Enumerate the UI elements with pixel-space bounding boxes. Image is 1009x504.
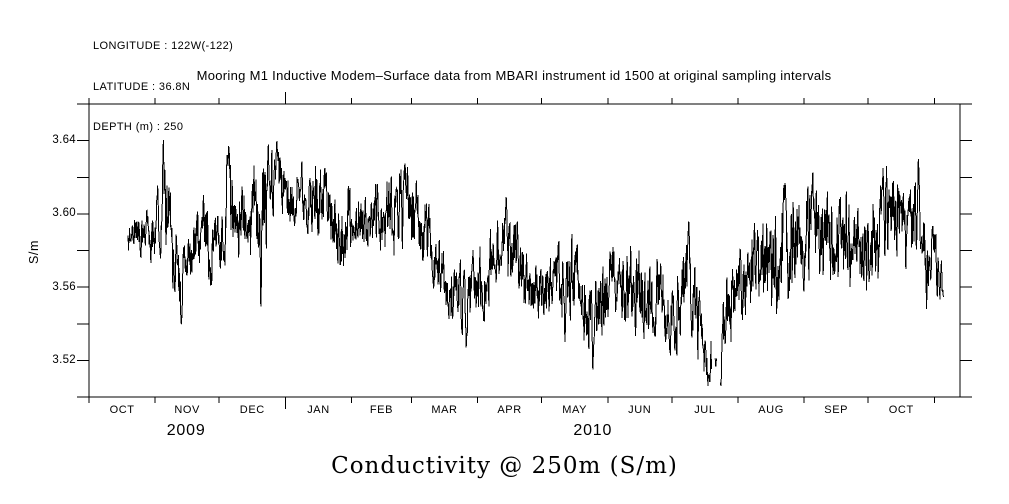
x-tick-label: JUL bbox=[694, 404, 716, 416]
conductivity-line-segment bbox=[714, 358, 717, 367]
x-tick-label: OCT bbox=[109, 404, 135, 416]
x-tick-label: MAR bbox=[431, 404, 458, 416]
latitude-label: LATITUDE : 36.8N bbox=[93, 80, 191, 93]
x-tick-label: JUN bbox=[628, 404, 652, 416]
x-tick-label: AUG bbox=[758, 404, 784, 416]
x-tick-label: MAY bbox=[562, 404, 588, 416]
x-axis-caption: Conductivity @ 250m (S/m) bbox=[331, 453, 678, 479]
x-tick-label: DEC bbox=[239, 404, 265, 416]
x-tick-label: FEB bbox=[369, 404, 394, 416]
y-tick-label: 3.52 bbox=[52, 353, 76, 366]
x-tick-label: APR bbox=[497, 404, 522, 416]
y-axis-label: S/m bbox=[27, 239, 41, 265]
year-label: 2009 bbox=[166, 422, 206, 439]
y-tick-label: 3.56 bbox=[52, 280, 76, 293]
x-tick-label: JAN bbox=[307, 404, 330, 416]
conductivity-line-segment bbox=[719, 159, 944, 386]
conductivity-line-segment bbox=[127, 139, 712, 386]
y-tick-label: 3.60 bbox=[52, 207, 76, 220]
station-info: LONGITUDE : 122W(-122) LATITUDE : 36.8N … bbox=[93, 13, 233, 162]
depth-label: DEPTH (m) : 250 bbox=[93, 121, 184, 133]
chart-title: Mooring M1 Inductive Modem–Surface data … bbox=[196, 68, 832, 83]
y-tick-label: 3.64 bbox=[52, 134, 76, 147]
x-tick-label: NOV bbox=[174, 404, 200, 416]
x-tick-label: OCT bbox=[888, 404, 914, 416]
x-tick-label: SEP bbox=[824, 404, 849, 416]
year-label: 2010 bbox=[573, 422, 613, 439]
longitude-label: LONGITUDE : 122W(-122) bbox=[93, 40, 234, 52]
